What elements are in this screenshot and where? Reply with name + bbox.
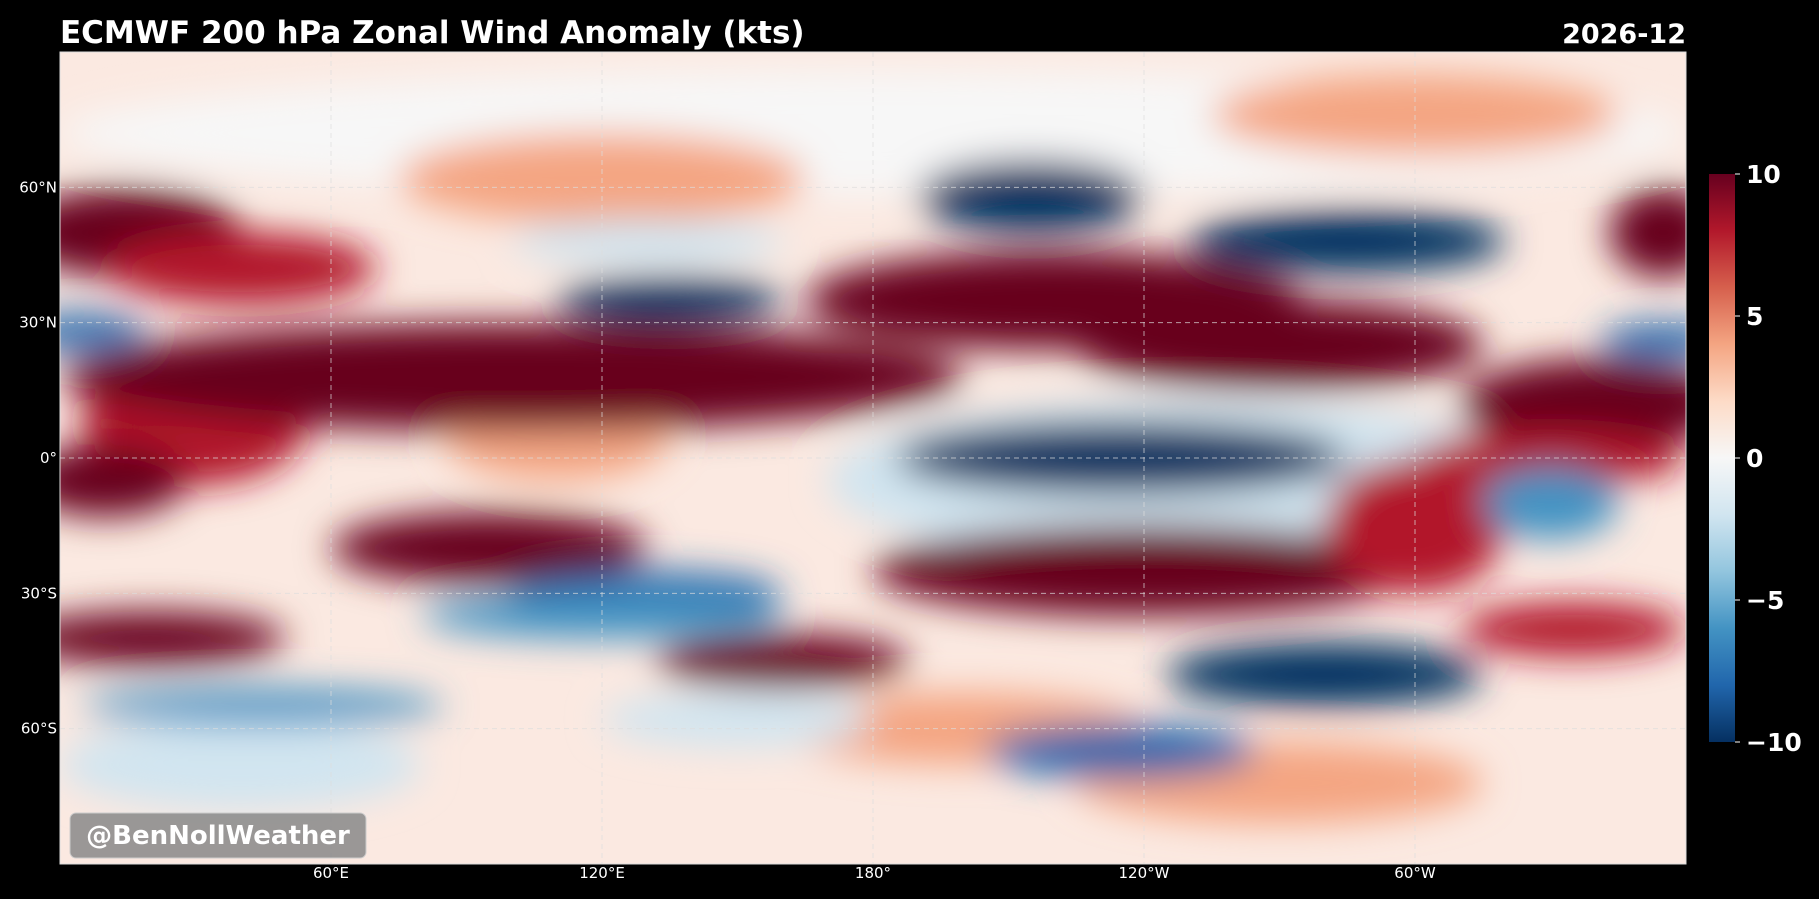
anomaly-region (511, 218, 783, 265)
colorbar-label: −5 (1746, 586, 1784, 615)
lat-label: 30°N (19, 314, 57, 332)
anomaly-region (602, 692, 873, 747)
anomaly-region (60, 322, 964, 431)
anomaly-region (1415, 430, 1686, 486)
anomaly-region (1482, 467, 1619, 540)
anomaly-region (60, 611, 286, 666)
lat-label: 30°S (21, 584, 57, 602)
anomaly-region (1460, 602, 1686, 657)
anomaly-region (421, 593, 783, 639)
anomaly-region (331, 512, 648, 585)
lon-label: 120°W (1119, 864, 1170, 882)
anomaly-region (1076, 300, 1483, 391)
lat-label: 0° (40, 449, 57, 467)
anomaly-region (656, 633, 910, 689)
anomaly-region (60, 719, 422, 810)
anomaly-region (1189, 209, 1506, 274)
lon-label: 180° (855, 864, 891, 882)
anomaly-region (1600, 322, 1686, 359)
anomaly-region (556, 277, 783, 323)
lon-label: 120°E (579, 864, 625, 882)
lat-label: 60°S (21, 720, 57, 738)
colorbar-label: 10 (1746, 160, 1781, 189)
anomaly-region (985, 724, 1257, 779)
anomaly-region (918, 160, 1144, 233)
colorbar-label: 0 (1746, 444, 1763, 473)
colorbar-label: 5 (1746, 302, 1763, 331)
colorbar-label: −10 (1746, 728, 1802, 757)
anomaly-region (1166, 642, 1483, 707)
anomaly-region (1324, 458, 1506, 594)
lat-label: 60°N (19, 178, 57, 196)
watermark-box (69, 812, 367, 859)
watermark: @BenNollWeather (86, 821, 350, 851)
anomaly-region (82, 688, 444, 725)
colorbar (1709, 174, 1735, 742)
map-frame (59, 51, 1687, 865)
date: 2026-12 (1562, 19, 1686, 50)
anomaly-region (895, 421, 1348, 495)
anomaly-region (1609, 187, 1686, 278)
lon-label: 60°W (1394, 864, 1436, 882)
lon-label: 60°E (313, 864, 349, 882)
anomaly-region (1460, 358, 1686, 449)
title: ECMWF 200 hPa Zonal Wind Anomaly (kts) (60, 15, 805, 51)
anomaly-region (105, 232, 377, 305)
anomaly-region (60, 444, 187, 517)
